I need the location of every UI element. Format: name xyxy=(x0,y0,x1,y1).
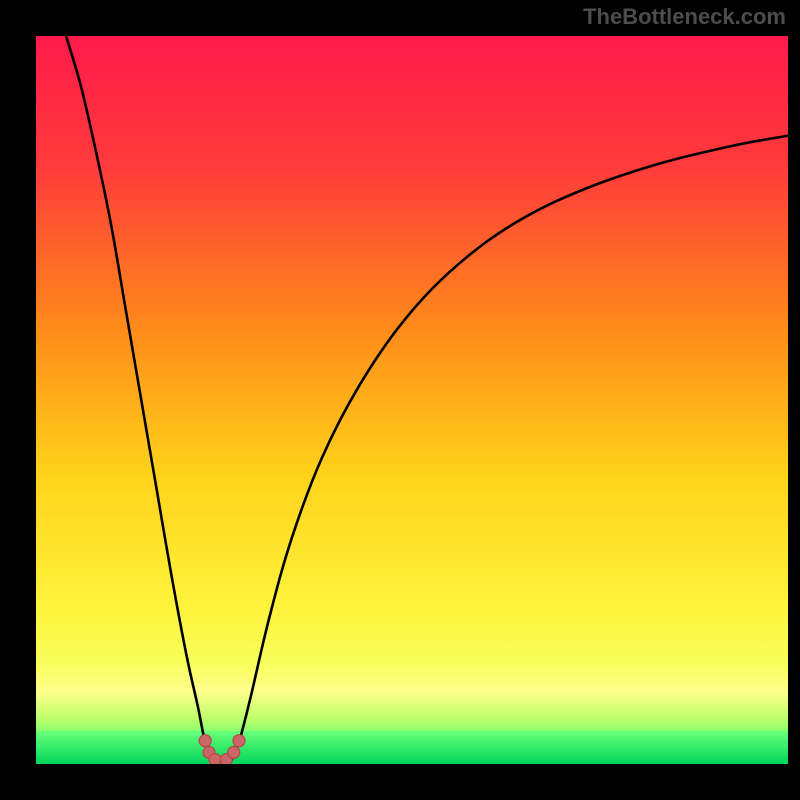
floor-marker xyxy=(199,735,211,747)
chart-container: TheBottleneck.com xyxy=(0,0,800,800)
curve-right-branch xyxy=(232,136,788,761)
floor-marker xyxy=(209,754,221,764)
floor-marker xyxy=(228,746,240,758)
floor-marker xyxy=(233,735,245,747)
watermark-text: TheBottleneck.com xyxy=(583,4,786,30)
curve-left-branch xyxy=(66,36,213,760)
plot-area xyxy=(36,36,788,764)
curve-layer xyxy=(36,36,788,764)
